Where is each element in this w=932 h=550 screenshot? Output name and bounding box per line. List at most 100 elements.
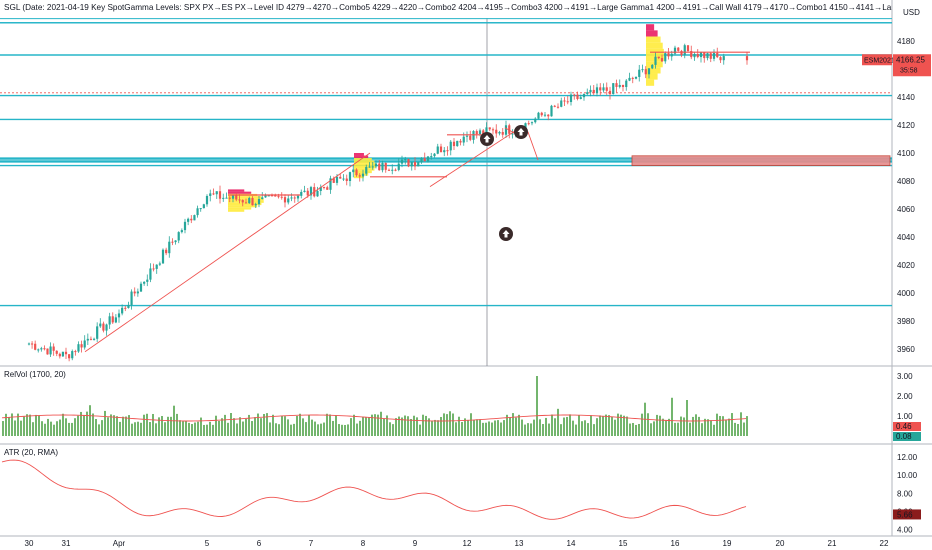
candle-body xyxy=(709,53,712,59)
candle-body xyxy=(553,105,556,107)
candle-body xyxy=(699,52,703,58)
relvol-bar xyxy=(455,422,457,436)
candle-body xyxy=(491,129,495,131)
candle-body xyxy=(111,316,114,323)
candle-body xyxy=(660,58,664,62)
relvol-label: RelVol (1700, 20) xyxy=(4,370,66,379)
time-tick-label: 15 xyxy=(619,539,628,548)
relvol-bar xyxy=(158,417,160,436)
relvol-bar xyxy=(200,417,202,436)
volume-profile-bar xyxy=(354,160,375,164)
relvol-bar xyxy=(659,415,661,436)
relvol-bar xyxy=(701,423,703,436)
relvol-bar xyxy=(53,424,55,436)
candle-body xyxy=(143,281,146,284)
candle-body xyxy=(683,45,686,55)
candle-body xyxy=(280,196,283,198)
price-tick-label: 3980 xyxy=(897,317,915,326)
relvol-bar xyxy=(128,415,130,436)
candle-body xyxy=(231,194,235,199)
relvol-bar xyxy=(464,418,466,436)
candle-body xyxy=(177,232,180,241)
candle-body xyxy=(592,89,595,94)
candle-body xyxy=(34,343,37,350)
relvol-bar xyxy=(626,416,628,436)
relvol-bar xyxy=(539,419,541,436)
relvol-bar xyxy=(314,421,316,436)
relvol-bar xyxy=(506,414,508,436)
relvol-bar xyxy=(683,417,685,436)
relvol-bar xyxy=(512,413,514,436)
candle-body xyxy=(361,173,365,177)
candle-body xyxy=(339,176,342,179)
relvol-bar xyxy=(524,424,526,436)
candle-body xyxy=(117,313,121,318)
volume-profile-bar xyxy=(646,42,663,49)
relvol-bar xyxy=(602,415,604,436)
price-tick-label: 4060 xyxy=(897,205,915,214)
relvol-bar xyxy=(167,416,169,436)
candle-body xyxy=(670,53,673,57)
candle-body xyxy=(488,127,491,130)
candle-body xyxy=(332,178,335,183)
candle-body xyxy=(89,338,93,340)
relvol-bar xyxy=(287,419,289,436)
candle-body xyxy=(149,268,152,280)
relvol-bar xyxy=(461,421,463,436)
candle-body xyxy=(319,187,322,191)
relvol-bar xyxy=(233,418,235,436)
candle-body xyxy=(374,163,378,167)
relvol-bar xyxy=(23,416,25,436)
time-tick-label: 8 xyxy=(361,539,366,548)
relvol-bar xyxy=(743,422,745,436)
last-price-tag: ESM2021 xyxy=(864,57,895,64)
candle-body xyxy=(745,56,749,61)
relvol-bar xyxy=(578,415,580,436)
candle-body xyxy=(667,53,670,57)
candle-body xyxy=(348,172,352,181)
price-tick-label: 4020 xyxy=(897,261,915,270)
relvol-bar xyxy=(98,424,100,436)
candle-body xyxy=(205,195,209,205)
candle-body xyxy=(71,351,74,359)
time-tick-label: 12 xyxy=(463,539,472,548)
candle-body xyxy=(293,197,296,199)
relvol-bar xyxy=(509,417,511,436)
candle-body xyxy=(589,89,592,93)
candle-body xyxy=(345,178,348,181)
volume-profile-bar xyxy=(354,153,364,156)
relvol-bar xyxy=(704,418,706,436)
relvol-bar xyxy=(335,415,337,436)
relvol-bar xyxy=(164,422,166,436)
relvol-bar xyxy=(686,400,688,436)
relvol-bar xyxy=(656,414,658,436)
relvol-bar xyxy=(542,424,544,436)
volume-profile-bar xyxy=(646,67,661,74)
candle-body xyxy=(508,125,511,134)
relvol-bar xyxy=(212,424,214,436)
candle-body xyxy=(190,218,193,221)
relvol-bar xyxy=(368,417,370,436)
relvol-bar xyxy=(443,413,445,436)
time-tick-label: 5 xyxy=(205,539,210,548)
candle-body xyxy=(287,198,290,203)
candle-body xyxy=(504,125,508,135)
relvol-bar xyxy=(641,413,643,436)
relvol-bar xyxy=(236,423,238,436)
relvol-bar xyxy=(566,416,568,436)
candle-body xyxy=(300,191,303,196)
candle-body xyxy=(690,50,693,58)
candle-body xyxy=(257,199,261,205)
candle-body xyxy=(664,53,667,62)
relvol-bar xyxy=(581,421,583,436)
relvol-value: 0.08 xyxy=(896,432,912,441)
relvol-bar xyxy=(224,414,226,436)
candle-body xyxy=(130,291,133,305)
relvol-bar xyxy=(302,418,304,436)
relvol-bar xyxy=(251,421,253,436)
candle-body xyxy=(225,197,228,199)
relvol-bar xyxy=(695,414,697,436)
candle-body xyxy=(283,197,287,203)
candle-body xyxy=(61,351,65,357)
relvol-bar xyxy=(311,419,313,436)
